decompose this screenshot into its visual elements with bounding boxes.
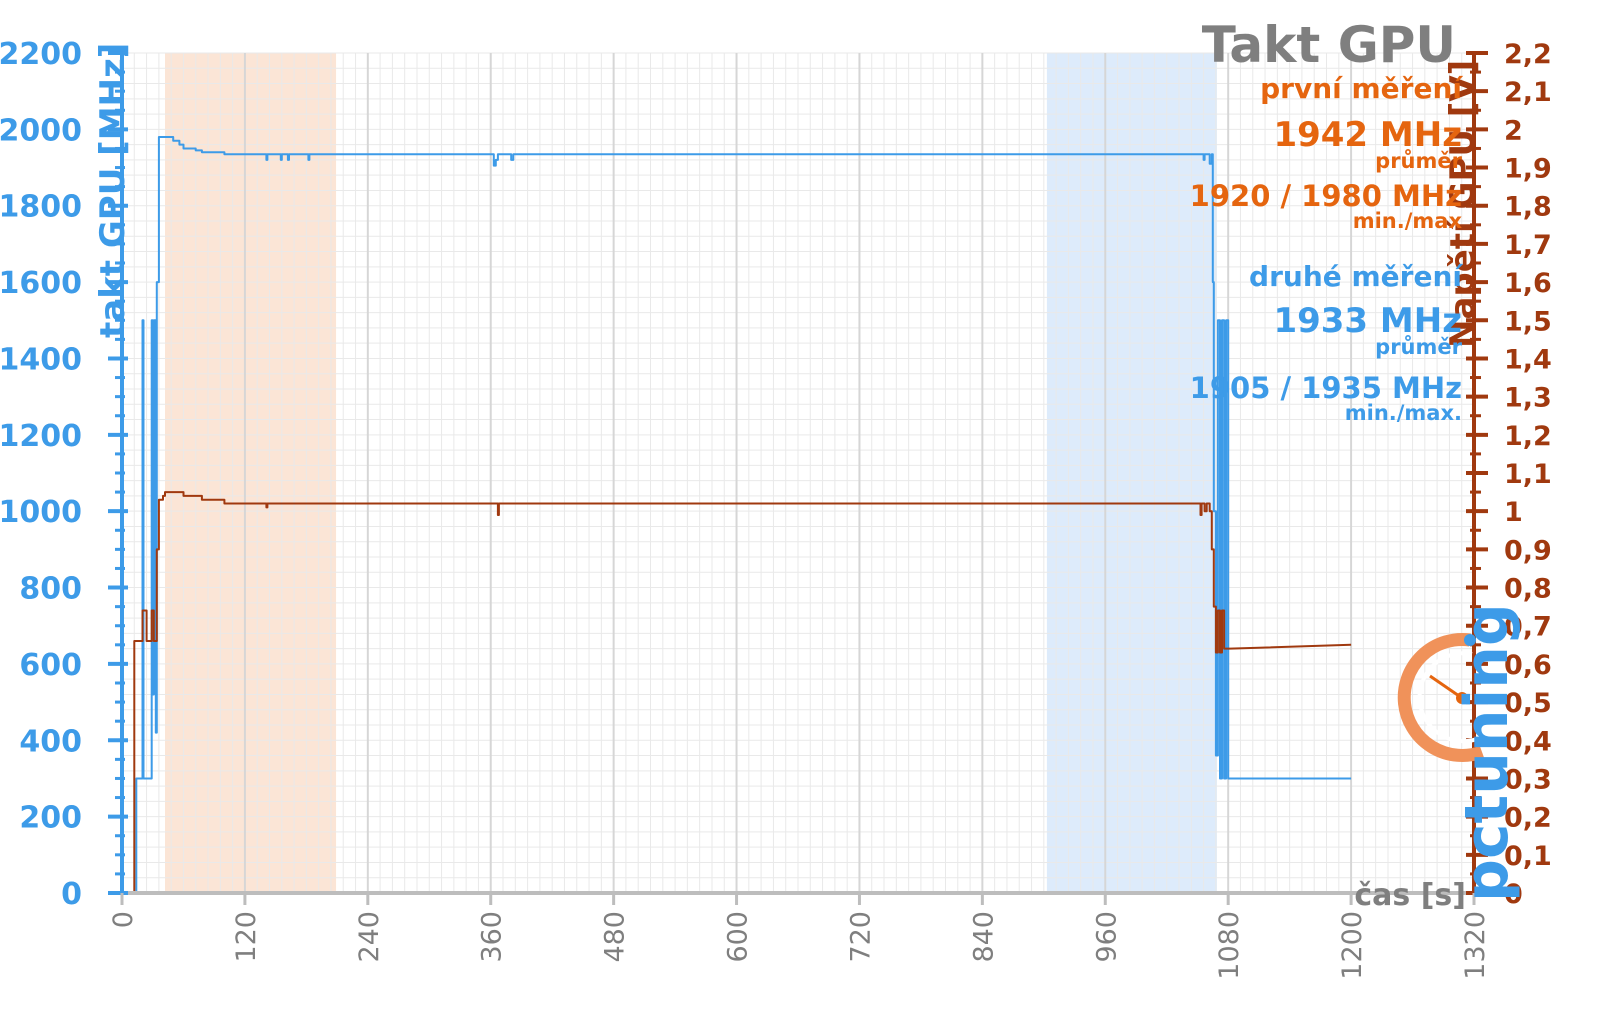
y-right-tick-label: 1,3 [1504,383,1552,414]
y-left-tick-label: 1600 [0,266,82,301]
second-run-minmax: 1905 / 1935 MHz [1190,371,1462,405]
second-run-average: 1933 MHz [1273,301,1462,341]
y-left-tick-label: 2200 [0,37,82,72]
grid-lines [121,52,1475,894]
y-right-tick-label: 0,8 [1504,574,1552,605]
y-right-tick-label: 1,5 [1504,306,1552,337]
y-right-tick-label: 0 [1504,879,1523,910]
y-right-tick-label: 1,2 [1504,421,1552,452]
first-run-minmax: 1920 / 1980 MHz [1190,179,1462,213]
y-right-tick-label: 0,5 [1504,688,1552,719]
second-run-minmax-caption: min./max. [1345,401,1462,425]
highlight-bands [165,53,1217,893]
y-left-tick-label: 200 [19,801,82,836]
x-tick-label: 1080 [1214,911,1245,980]
y-right-tick-label: 0,2 [1504,803,1552,834]
y-right-tick-label: 0,7 [1504,612,1552,643]
second-run-label: druhé měření [1249,260,1463,293]
y-right-tick-label: 0,4 [1504,726,1552,757]
y-right-tick-label: 0,9 [1504,535,1552,566]
y-right-tick-label: 1,7 [1504,230,1552,261]
pctuning-logo-text: pctuning [1452,603,1522,902]
y-right-tick-label: 0,6 [1504,650,1552,681]
highlight-band-1 [165,53,337,893]
y-left-tick-label: 1000 [0,495,82,530]
voltage-series-line [122,491,1352,894]
y-left-axis-title: takt GPU [MHz] [93,43,133,338]
chart-title: Takt GPU [1202,16,1456,74]
pctuning-logo: pctuning [1397,603,1522,902]
y-left-tick-label: 2000 [0,113,82,148]
tick-labels: 0200400600800100012001400160018002000220… [0,37,1552,980]
first-run-average: 1942 MHz [1273,115,1462,155]
y-right-tick-label: 2,1 [1504,77,1552,108]
y-right-tick-label: 0,1 [1504,841,1552,872]
y-right-tick-label: 1,6 [1504,268,1552,299]
series-lines [122,136,1352,894]
x-tick-label: 240 [354,911,385,963]
y-left-tick-label: 800 [19,572,82,607]
y-right-tick-label: 2,2 [1504,39,1552,70]
y-right-tick-label: 1,9 [1504,154,1552,185]
y-left-tick-label: 1200 [0,419,82,454]
clock-series-line [124,136,1352,894]
x-tick-label: 1320 [1460,911,1491,980]
x-axis-title: čas [s] [1354,878,1466,913]
y-right-tick-label: 0,3 [1504,764,1552,795]
x-tick-label: 600 [723,911,754,963]
first-run-minmax-caption: min./max [1353,209,1463,233]
y-right-tick-label: 1,4 [1504,344,1552,375]
x-tick-label: 960 [1091,911,1122,963]
x-tick-label: 720 [846,911,877,963]
y-right-tick-label: 2 [1504,115,1523,146]
y-left-tick-label: 400 [19,724,82,759]
y-left-tick-label: 1400 [0,342,82,377]
y-right-axis-title: Napětí GPU [V] [1443,60,1483,348]
x-tick-label: 0 [108,911,139,928]
x-tick-label: 360 [477,911,508,963]
x-tick-label: 1200 [1337,911,1368,980]
y-right-tick-label: 1 [1504,497,1523,528]
y-right-tick-label: 1,8 [1504,192,1552,223]
y-left-tick-label: 1800 [0,190,82,225]
speedometer-icon [1397,633,1485,762]
second-run-average-caption: průměr [1375,335,1462,359]
y-right-tick-label: 1,1 [1504,459,1552,490]
x-tick-label: 840 [968,911,999,963]
first-run-average-caption: průměr [1375,149,1462,173]
highlight-band-2 [1046,53,1217,893]
y-left-tick-label: 0 [61,877,82,912]
x-tick-label: 480 [600,911,631,963]
x-tick-label: 120 [231,911,262,963]
first-run-label: první měření [1260,72,1463,105]
y-left-tick-label: 600 [19,648,82,683]
